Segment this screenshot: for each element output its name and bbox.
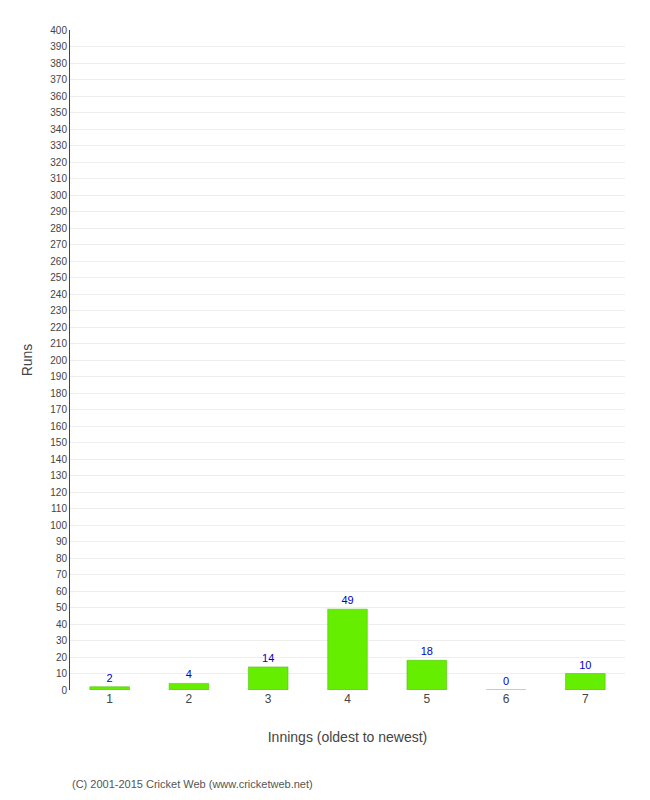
svg-text:1: 1 — [106, 692, 113, 706]
svg-text:Innings (oldest to newest): Innings (oldest to newest) — [268, 729, 428, 745]
svg-text:30: 30 — [56, 635, 68, 646]
svg-text:310: 310 — [50, 173, 67, 184]
svg-text:(C) 2001-2015 Cricket Web (www: (C) 2001-2015 Cricket Web (www.cricketwe… — [72, 778, 313, 790]
svg-text:340: 340 — [50, 124, 67, 135]
svg-text:240: 240 — [50, 289, 67, 300]
svg-text:14: 14 — [262, 652, 274, 664]
svg-text:380: 380 — [50, 58, 67, 69]
svg-text:Runs: Runs — [19, 344, 35, 377]
svg-text:7: 7 — [582, 692, 589, 706]
svg-text:290: 290 — [50, 206, 67, 217]
svg-text:70: 70 — [56, 569, 68, 580]
svg-text:18: 18 — [421, 645, 433, 657]
svg-text:120: 120 — [50, 487, 67, 498]
svg-text:220: 220 — [50, 322, 67, 333]
svg-text:360: 360 — [50, 91, 67, 102]
svg-text:260: 260 — [50, 256, 67, 267]
svg-text:320: 320 — [50, 157, 67, 168]
svg-text:160: 160 — [50, 421, 67, 432]
svg-text:280: 280 — [50, 223, 67, 234]
svg-text:0: 0 — [503, 675, 509, 687]
svg-text:390: 390 — [50, 41, 67, 52]
svg-text:2: 2 — [107, 672, 113, 684]
svg-text:4: 4 — [344, 692, 351, 706]
svg-text:10: 10 — [579, 659, 591, 671]
svg-text:49: 49 — [341, 594, 353, 606]
svg-text:10: 10 — [56, 668, 68, 679]
svg-text:270: 270 — [50, 239, 67, 250]
svg-text:100: 100 — [50, 520, 67, 531]
svg-text:6: 6 — [503, 692, 510, 706]
svg-text:330: 330 — [50, 140, 67, 151]
svg-text:110: 110 — [51, 503, 67, 514]
svg-text:4: 4 — [186, 668, 192, 680]
svg-text:300: 300 — [50, 190, 67, 201]
svg-text:350: 350 — [50, 107, 67, 118]
svg-text:250: 250 — [50, 272, 67, 283]
svg-text:150: 150 — [50, 437, 67, 448]
svg-text:230: 230 — [50, 305, 67, 316]
svg-text:40: 40 — [56, 619, 68, 630]
svg-text:90: 90 — [56, 536, 68, 547]
svg-text:140: 140 — [50, 454, 67, 465]
svg-text:190: 190 — [50, 371, 67, 382]
svg-text:3: 3 — [265, 692, 272, 706]
svg-text:20: 20 — [56, 652, 68, 663]
svg-text:180: 180 — [50, 388, 67, 399]
svg-text:2: 2 — [186, 692, 193, 706]
svg-text:370: 370 — [50, 74, 67, 85]
svg-text:80: 80 — [56, 553, 68, 564]
svg-text:210: 210 — [50, 338, 67, 349]
svg-text:170: 170 — [50, 404, 67, 415]
svg-text:0: 0 — [61, 685, 67, 696]
svg-text:200: 200 — [50, 355, 67, 366]
svg-text:130: 130 — [50, 470, 67, 481]
svg-text:60: 60 — [56, 586, 68, 597]
svg-text:400: 400 — [50, 25, 67, 36]
svg-text:5: 5 — [423, 692, 430, 706]
svg-text:50: 50 — [56, 602, 68, 613]
